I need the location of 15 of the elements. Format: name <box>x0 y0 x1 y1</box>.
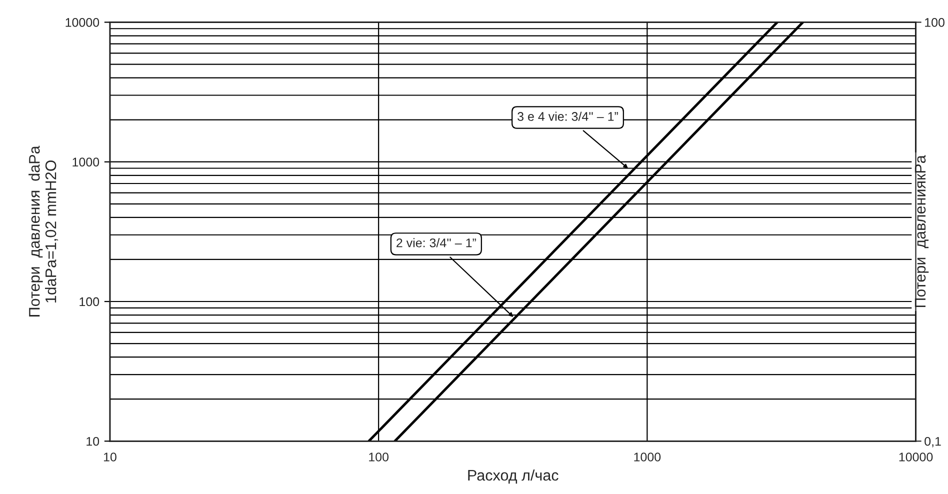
y-tick-label: 10 <box>86 436 100 446</box>
x-tick-label: 10000 <box>899 452 933 462</box>
y-axis-title: Потери давления daPa 1daPa=1,02 mmH2O <box>28 146 58 316</box>
y2-tick-label: 100 <box>925 18 944 27</box>
annotation: 3 e 4 vie: 3/4'' – 1” <box>518 112 618 121</box>
y-tick-label: 1000 <box>72 158 100 167</box>
x-tick-label: 100 <box>369 452 389 462</box>
y-tick-label: 10000 <box>66 18 100 27</box>
annotation: 2 vie: 3/4'' – 1” <box>396 238 476 248</box>
y-tick-label: 100 <box>80 297 100 306</box>
y2-axis-title: Потери давлениякPa <box>914 155 929 308</box>
x-axis-title: Расход л/час <box>468 469 558 484</box>
y2-tick-label: 0,1 <box>924 436 941 448</box>
x-tick-label: 1000 <box>634 452 661 462</box>
x-tick-label: 10 <box>104 452 116 462</box>
